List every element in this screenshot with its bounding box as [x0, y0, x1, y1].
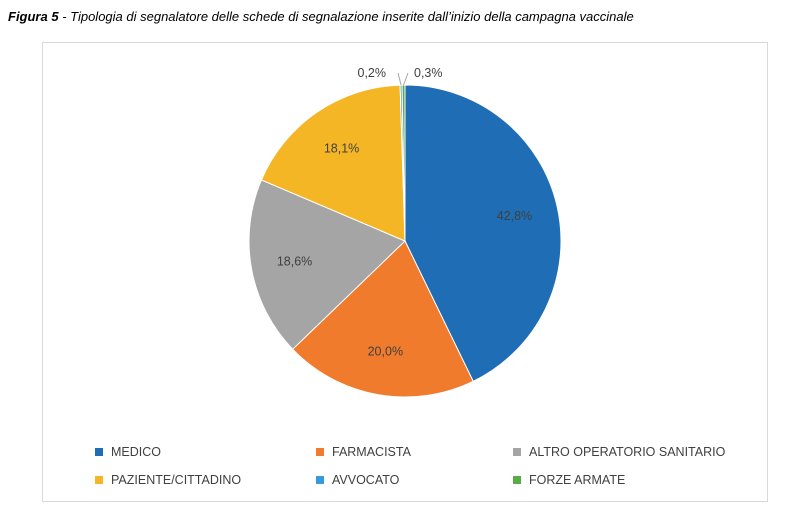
data-label-medico: 42,8% [497, 209, 532, 223]
data-label-altro-operatorio-sanitario: 18,6% [277, 254, 312, 268]
pie-slice-medico [404, 84, 562, 382]
pie-slice-altro-operatorio-sanitario [248, 179, 406, 350]
leader-line-forze-armate [403, 72, 409, 86]
figure-title: - Tipologia di segnalatore delle schede … [58, 9, 634, 24]
pie-slice-farmacista [291, 240, 474, 398]
data-label-forze-armate: 0,3% [414, 66, 443, 80]
pie-slice-paziente-cittadino [260, 84, 406, 242]
figure-number: Figura 5 [8, 9, 59, 24]
leader-line-avvocato [397, 72, 402, 86]
data-label-paziente-cittadino: 18,1% [324, 141, 359, 155]
data-label-farmacista: 20,0% [368, 345, 403, 359]
figure-caption: Figura 5 - Tipologia di segnalatore dell… [8, 9, 792, 24]
data-label-avvocato: 0,2% [358, 66, 387, 80]
